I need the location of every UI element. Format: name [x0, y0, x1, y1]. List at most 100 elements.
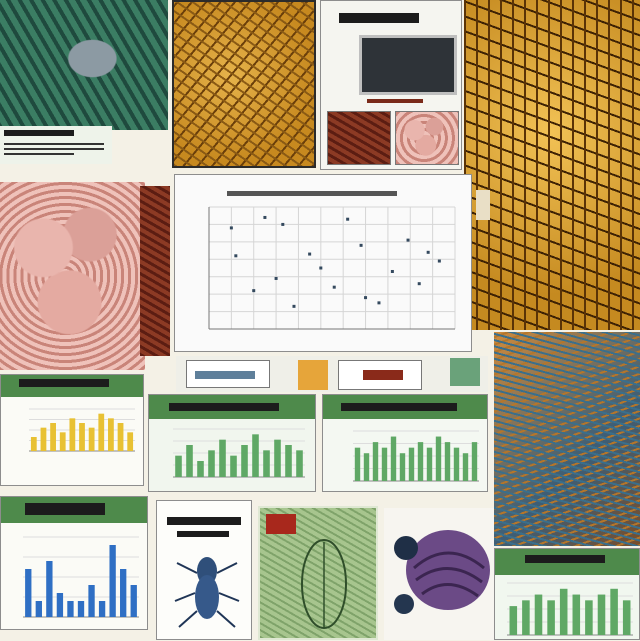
bar: [534, 594, 543, 635]
bar: [372, 442, 379, 481]
purple-shell-image: [384, 508, 494, 640]
bar-chart-card-yellow: [0, 374, 144, 486]
card-title-mark: [341, 403, 457, 411]
bar: [230, 455, 237, 477]
scatter-point: [377, 301, 381, 305]
bar: [263, 450, 270, 477]
scatter-point: [263, 215, 267, 219]
bar: [117, 423, 124, 451]
bar: [69, 418, 76, 451]
bar: [522, 600, 530, 635]
bar: [417, 442, 424, 481]
side-slip: [476, 190, 490, 220]
monitor-label-mark: [367, 99, 423, 103]
dark-tissue-strip: [140, 186, 170, 356]
bar: [50, 423, 56, 451]
scatter-point: [308, 252, 312, 256]
bar-chart-green-3: [507, 582, 633, 636]
scatter-plot: [208, 206, 456, 330]
bar: [186, 445, 193, 477]
insect-drawing: [174, 557, 240, 628]
brain-tissue-image: [0, 182, 145, 370]
bar: [30, 437, 37, 451]
thumbnail-strip: [176, 356, 488, 392]
card-title-mark: [167, 517, 241, 525]
bar: [127, 432, 134, 451]
bar: [208, 450, 215, 477]
bar: [399, 453, 406, 481]
bar: [274, 439, 281, 477]
card-subtitle-mark: [177, 531, 229, 537]
card-title-mark: [339, 13, 419, 23]
leaf-caption-panel: [0, 126, 112, 164]
bar: [197, 461, 204, 477]
bar: [559, 588, 568, 635]
scatter-point: [359, 243, 363, 247]
thumbnail-2: [298, 360, 328, 390]
leaf-specimen-image: [0, 0, 168, 130]
scatter-point: [346, 217, 350, 221]
insect-illustration-card: [156, 500, 252, 640]
bar: [46, 561, 53, 617]
scatter-point: [234, 254, 238, 258]
bar: [40, 427, 47, 451]
bar: [88, 585, 95, 617]
bar: [547, 600, 555, 635]
bar: [285, 445, 292, 477]
amber-specimen-image: [172, 0, 316, 168]
bar: [597, 594, 606, 635]
red-specimen-thumb: [266, 514, 296, 534]
fish-texture-image: [494, 332, 640, 546]
bar: [241, 445, 248, 477]
scatter-point: [229, 226, 233, 230]
bar-chart-card-green-3: [494, 548, 640, 640]
bar: [120, 569, 127, 617]
scatter-point: [292, 304, 296, 308]
scatter-point: [364, 296, 368, 300]
chart-title-mark: [227, 191, 397, 196]
scatter-point: [281, 222, 285, 226]
tissue-thumbnail-left: [327, 111, 391, 165]
scatter-point: [426, 250, 430, 254]
bar: [252, 434, 259, 477]
bar: [175, 455, 182, 477]
monitor-screen: [359, 35, 457, 95]
scatter-point: [437, 259, 441, 263]
bar-chart-yellow: [29, 408, 135, 452]
card-title-mark: [169, 403, 279, 411]
scatter-chart-card: [174, 174, 472, 352]
bar: [88, 427, 95, 451]
bar: [25, 569, 32, 617]
bar: [296, 450, 303, 477]
card-title-mark: [525, 555, 605, 563]
bar-chart-green: [173, 428, 305, 478]
leaf-outline: [301, 539, 347, 629]
bar: [390, 436, 397, 481]
bar: [435, 436, 442, 481]
bar: [363, 453, 370, 481]
bar: [219, 439, 226, 477]
leaf-drawing-card: [258, 506, 378, 640]
monitor-specimen-card: [320, 0, 462, 170]
bar: [462, 453, 469, 481]
bar: [59, 432, 66, 451]
thumbnail-4: [450, 358, 480, 386]
bar-chart-card-green-2: [322, 394, 488, 492]
bar-chart-card-blue: [0, 496, 148, 630]
bar: [426, 447, 433, 481]
card-title-mark: [19, 379, 109, 387]
bar: [453, 447, 460, 481]
amber-venation-image: [464, 0, 640, 330]
bar: [79, 423, 85, 451]
bar: [610, 588, 618, 635]
bar: [408, 447, 415, 481]
caption-lines: [4, 140, 104, 158]
bar: [572, 594, 581, 635]
bar: [67, 601, 74, 617]
bar-chart-blue: [23, 536, 139, 618]
bar: [98, 601, 106, 617]
scatter-point: [332, 285, 336, 289]
thumbnail-1: [186, 360, 270, 388]
bar: [98, 413, 105, 451]
bar: [585, 600, 593, 635]
